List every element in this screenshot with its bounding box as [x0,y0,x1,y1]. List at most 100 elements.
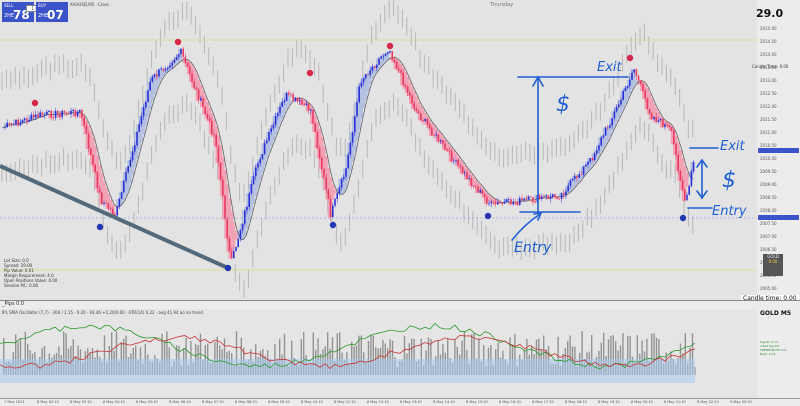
candle-body [607,127,609,129]
candle-body [477,186,479,193]
ribbon-segment [303,100,306,104]
candle-body [580,174,583,176]
candle-body [193,81,195,88]
price-tick-label: 2010.50 [760,143,777,148]
histogram-bar [615,341,617,375]
histogram-bar [65,333,67,375]
subwindow-symbol: GOLD M5 [760,310,792,317]
oscillator-legend: Signal: 0.14 +Bull Sig 0.0 TRENDWIDTH 0.0 B… [760,340,800,356]
candle-body [156,74,158,77]
ribbon-segment [28,114,31,122]
ribbon-segment [230,211,234,252]
ribbon-segment [503,199,506,203]
candle-body [552,194,554,197]
candle-body [169,65,171,68]
candle-body [76,111,79,117]
price-tick-label: 2008.50 [760,195,777,200]
oscillator-chart [0,322,696,383]
ribbon-segment [488,194,491,203]
buy-button[interactable]: BUY 2HE 07 [36,2,68,22]
candle-body [248,193,250,207]
candle-body [197,89,200,101]
candle-body [464,172,466,174]
ribbon-segment [129,151,132,184]
candle-body [340,178,343,188]
candle-body [158,69,160,77]
ribbon-segment [164,67,168,74]
candle-body [94,164,96,172]
candle-body [371,66,374,71]
histogram-bar [339,332,341,375]
time-tick-label: 8 May 05:10 [136,400,158,404]
ribbon-segment [607,125,610,141]
time-tick-label: 8 May 10:10 [301,400,323,404]
candle-body [140,116,143,125]
histogram-bar [413,339,415,375]
candle-body [668,125,671,127]
candle-body [362,78,365,83]
price-tick-label: 2006.50 [760,247,777,252]
candle-body [43,114,46,116]
candle-body [587,161,589,165]
candle-body [356,102,358,117]
move2-arrow-tail [696,190,708,200]
histogram-bar [603,332,605,375]
histogram-bar [161,333,163,375]
candle-body [468,178,470,180]
candle-body [116,206,118,216]
ribbon-segment [116,198,119,208]
ribbon-segment [472,177,476,188]
ribbon-segment [101,173,104,204]
time-tick-label: 8 May 08:10 [235,400,257,404]
candle-body [490,201,492,204]
histogram-bar [358,335,360,375]
ribbon-segment [358,82,361,130]
candle-body [657,120,660,122]
candle-body [123,180,125,193]
support-trendline[interactable] [0,164,229,270]
candle-body [292,94,294,101]
oscillator-axis[interactable] [757,309,800,398]
candle-body [389,51,391,53]
ribbon-segment [149,76,152,109]
candle-body [609,125,611,128]
time-axis[interactable] [0,398,800,406]
histogram-bar [185,337,187,375]
candle-body [475,185,477,187]
ribbon-segment [314,115,317,149]
candle-body [186,62,189,67]
chart-title: XAUUSD,M5 · Cross [70,2,109,7]
candle-body [664,124,666,128]
ribbon-segment [565,185,568,196]
histogram-bar [514,333,516,375]
candle-body [538,195,541,199]
subwindow-label: _Pips 0.0 [2,301,25,307]
candle-body [191,73,193,82]
candle-body [345,168,347,177]
ribbon-segment [321,136,324,178]
ribbon-segment [233,222,236,248]
candle-body [8,122,11,124]
info-row: Lot Size: 0.0 [4,258,29,263]
candle-body [525,198,528,200]
candle-body [32,114,35,118]
ribbon-segment [329,177,333,207]
ribbon-segment [235,230,238,240]
candle-body [332,205,334,217]
histogram-bar [370,334,372,375]
candle-body [204,106,206,115]
candle-body [602,135,605,138]
histogram-bar [655,337,658,375]
candle-body [651,113,653,120]
candle-body [329,199,332,217]
ribbon-segment [57,114,60,118]
candle-body [318,148,321,158]
current-price-badge [758,148,799,153]
account-readout: 29.0 [756,7,784,20]
ribbon-segment [389,57,392,61]
candle-body [230,251,233,259]
candle-body [72,109,74,111]
price-chart[interactable] [0,0,757,300]
candle-body [670,126,673,131]
candle-body [422,119,424,122]
